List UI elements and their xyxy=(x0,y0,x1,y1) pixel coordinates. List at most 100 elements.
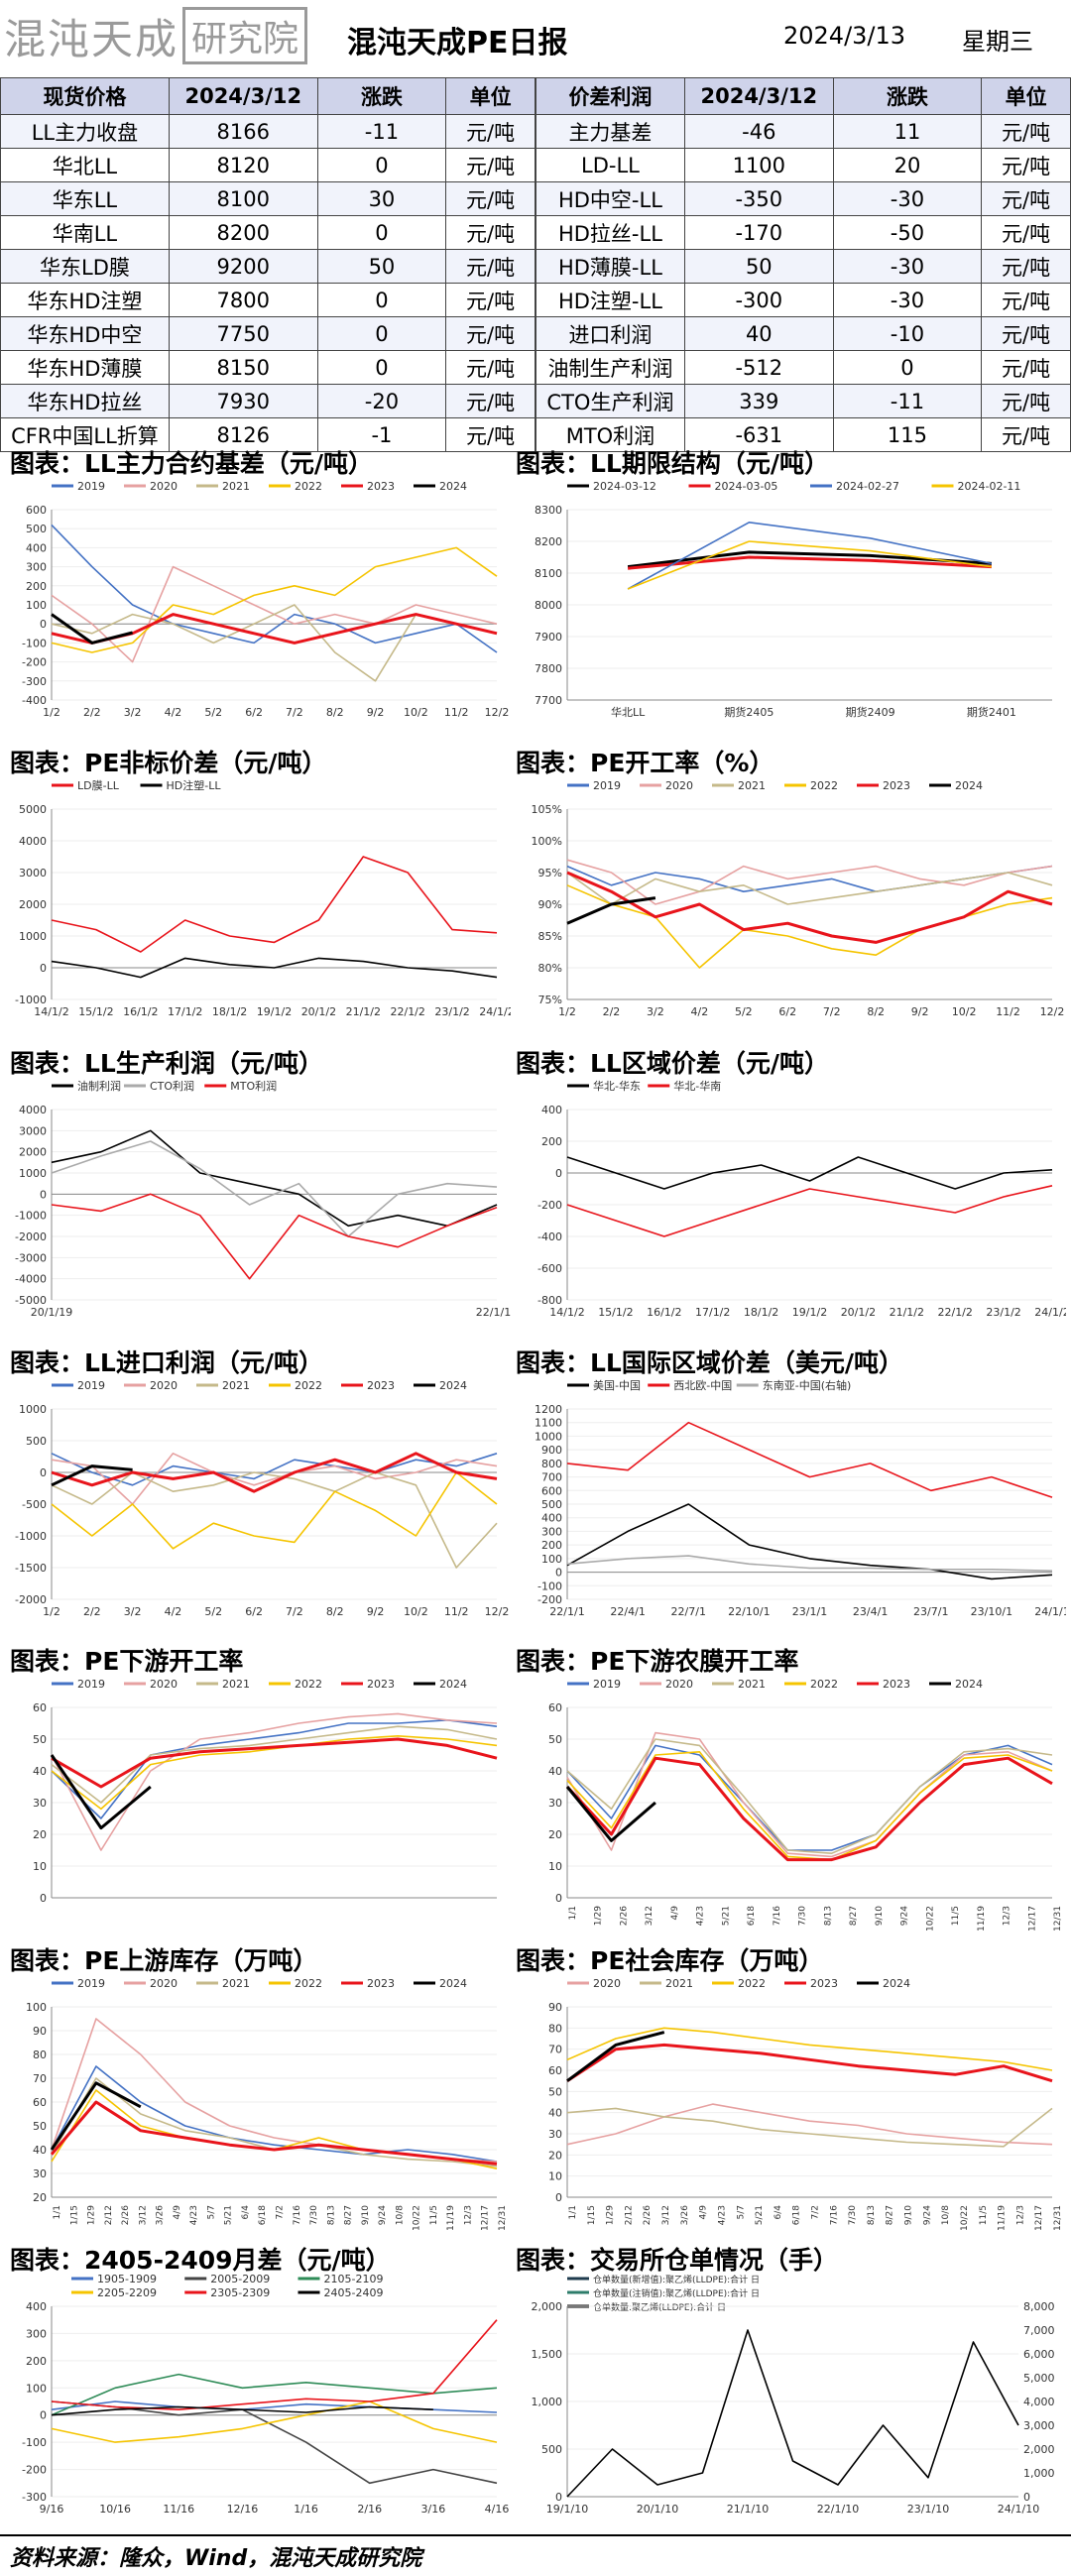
svg-text:2021: 2021 xyxy=(665,1977,693,1990)
table-cell: -1 xyxy=(316,417,447,452)
y-tick-label: -5000 xyxy=(15,1294,47,1307)
legend-item: 2022 xyxy=(269,1678,322,1691)
x-tick-label: 11/2 xyxy=(996,1005,1020,1018)
x-tick-label: 12/16 xyxy=(227,2503,259,2516)
y-tick-label: -200 xyxy=(22,656,47,669)
x-tick-label: 4/2 xyxy=(165,1605,182,1618)
chart-title-regional-spread: 图表：LL区域价差（元/吨） xyxy=(516,1049,829,1078)
svg-text:2019: 2019 xyxy=(77,1977,105,1990)
y-tick-label: 80 xyxy=(548,2022,562,2035)
chart-title-upstream-inventory: 图表：PE上游库存（万吨） xyxy=(10,1946,318,1975)
svg-text:2021: 2021 xyxy=(222,1678,250,1691)
table-row: 华东HD拉丝 7930 -20 元/吨 xyxy=(0,384,536,418)
legend-item: 2021 xyxy=(196,1678,250,1691)
svg-text:2021: 2021 xyxy=(738,779,766,792)
table-cell: -10 xyxy=(832,316,983,351)
table-cell: HD薄膜-LL xyxy=(536,249,685,284)
table-cell: 元/吨 xyxy=(981,350,1071,385)
x-tick-label: 4/2 xyxy=(165,706,182,719)
series-line xyxy=(51,2373,498,2416)
y-tick-label: 2,000 xyxy=(532,2300,563,2313)
x-tick-label: 6/2 xyxy=(245,706,263,719)
y-tick-label-right: 5,000 xyxy=(1023,2372,1055,2385)
chart-film-rate: 2019 2020 2021 2022 2023 2024 60 50 40 30 20 10 0 1/1… xyxy=(548,1678,1063,1932)
svg-text:2020: 2020 xyxy=(593,1977,621,1990)
legend-item: 2020 xyxy=(124,1678,178,1691)
series-line xyxy=(51,1452,498,1493)
y-tick-label: 700 xyxy=(541,1471,562,1484)
series-line xyxy=(51,613,133,644)
table-cell: 115 xyxy=(832,417,983,452)
table-cell: 华东LD膜 xyxy=(0,249,170,284)
series-line xyxy=(51,957,498,979)
y-tick-label: -100 xyxy=(537,1580,562,1592)
y-tick-label: 500 xyxy=(26,1435,47,1448)
x-tick-label: 24/1/10 xyxy=(998,2503,1039,2516)
x-tick-label: 23/1/2 xyxy=(434,1005,469,1018)
table-cell: 主力基差 xyxy=(536,114,685,149)
legend-item: 油制利润 xyxy=(52,1079,121,1093)
table-cell: 元/吨 xyxy=(445,215,536,250)
legend-item: 东南亚-中国(右轴) xyxy=(736,1378,851,1392)
legend-item: 美国-中国 xyxy=(567,1379,641,1392)
table-cell: 元/吨 xyxy=(981,417,1071,452)
svg-text:2022: 2022 xyxy=(810,779,838,792)
y-tick-label: 50 xyxy=(33,1733,47,1746)
svg-text:2020: 2020 xyxy=(150,1977,178,1990)
y-tick-label: -2000 xyxy=(15,1593,47,1606)
table-row: HD注塑-LL -300 -30 元/吨 xyxy=(536,283,1071,317)
x-tick-label: 10/22 xyxy=(960,2205,970,2231)
legend-item: 2020 xyxy=(124,480,178,493)
legend-item: 仓单数量(新增值):聚乙烯(LLDPE):合计 日 xyxy=(567,2274,760,2285)
y-tick-label: 90% xyxy=(538,898,562,911)
x-tick-label: 19/1/10 xyxy=(546,2503,588,2516)
chart-title-intl-spread: 图表：LL国际区域价差（美元/吨） xyxy=(516,1348,903,1377)
y-tick-label: 0 xyxy=(555,1167,562,1180)
table-cell: 0 xyxy=(316,283,447,317)
legend-item: 2022 xyxy=(269,1379,322,1392)
legend-item: 2024-03-12 xyxy=(567,480,656,493)
x-tick-label: 9/10 xyxy=(361,2205,371,2225)
series-line xyxy=(566,2107,1053,2148)
table-cell: 30 xyxy=(316,181,447,216)
y-tick-label: 30 xyxy=(33,2167,47,2180)
report-title: 混沌天成PE日报 xyxy=(347,26,568,60)
x-tick-label: 16/1/2 xyxy=(123,1005,158,1018)
x-tick-label: 15/1/2 xyxy=(598,1306,633,1319)
y-tick-label: 30 xyxy=(33,1797,47,1810)
svg-text:2024: 2024 xyxy=(439,1379,467,1392)
y-tick-label: -300 xyxy=(22,2491,47,2504)
y-tick-label: 0 xyxy=(555,1567,562,1580)
spread-profit-table: 价差利润 2024/3/12 涨跌 单位 主力基差 -46 11 元/吨 LD-LL 11… xyxy=(536,77,1071,452)
y-tick-label: 100 xyxy=(26,2001,47,2014)
x-tick-label: 7/2 xyxy=(286,1605,303,1618)
series-line xyxy=(50,2100,498,2166)
legend-item: 2023 xyxy=(341,1977,395,1990)
series-line xyxy=(51,1453,498,1486)
legend-item: 2024 xyxy=(929,779,983,792)
x-tick-label: 6/18 xyxy=(792,2205,802,2225)
y-tick-label: 0 xyxy=(40,1188,47,1201)
x-tick-label: 4/9 xyxy=(699,2205,709,2220)
y-tick-label: -200 xyxy=(22,2464,47,2477)
y-tick-label: 3000 xyxy=(19,1124,47,1137)
y-tick-label: 400 xyxy=(26,541,47,554)
x-tick-label: 6/4 xyxy=(774,2205,783,2220)
y-tick-label: 40 xyxy=(548,2107,562,2120)
chart-upstream-inventory: 2019 2020 2021 2022 2023 2024 100 90 80 70 60 50 40 3… xyxy=(26,1977,508,2231)
series-line xyxy=(51,1471,498,1569)
series-line xyxy=(51,1712,498,1851)
x-tick-label: 3/2 xyxy=(124,706,142,719)
legend-item: 2024 xyxy=(414,1678,467,1691)
x-tick-label: 1/1 xyxy=(568,1906,578,1920)
table-row: 主力基差 -46 11 元/吨 xyxy=(536,114,1071,149)
x-tick-label: 12/2 xyxy=(485,706,510,719)
legend-item: 华北-华南 xyxy=(648,1079,721,1093)
x-tick-label: 9/24 xyxy=(378,2205,388,2225)
y-tick-label: 1000 xyxy=(19,1403,47,1416)
legend-item: 2020 xyxy=(124,1977,178,1990)
chart-month-spread: 1905-1909 2005-2009 2105-2109 2205-2209 2305… xyxy=(22,2273,509,2516)
svg-text:2020: 2020 xyxy=(665,1678,693,1691)
table-header-cell: 单位 xyxy=(445,77,536,115)
